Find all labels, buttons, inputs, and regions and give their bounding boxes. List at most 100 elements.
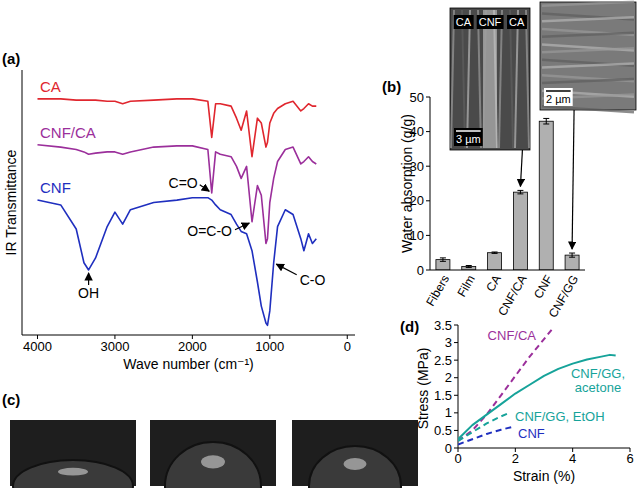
axis-title: IR Transmittance	[3, 149, 19, 255]
axis-title: Water absorption (g/g)	[399, 114, 415, 253]
error-line	[520, 190, 521, 193]
panel-d: (d)024600.511.522.533.5Strain (%)Stress …	[400, 318, 634, 485]
tick-label: 1000	[255, 339, 284, 354]
bar	[565, 255, 579, 270]
error-cap	[466, 267, 472, 268]
series-line	[37, 198, 316, 326]
tick	[426, 166, 430, 167]
inset-label: CA	[509, 16, 525, 28]
tick-label: 1	[445, 405, 452, 420]
plot-lines	[37, 99, 316, 325]
y-axis	[22, 70, 23, 335]
x-axis	[458, 448, 630, 449]
sem-texture	[542, 106, 634, 112]
inset-label: CA	[456, 16, 472, 28]
tick-label: 0	[454, 451, 461, 466]
inset-pointer	[572, 110, 574, 249]
sem-texture	[542, 33, 634, 37]
sem-texture	[542, 2, 634, 6]
error-bar	[440, 258, 446, 261]
tick-label: 4000	[23, 339, 52, 354]
tick	[454, 448, 458, 449]
photo	[292, 420, 418, 488]
error-cap	[569, 257, 575, 258]
droplet	[13, 460, 133, 488]
panel-a: (a)40003000200010000Wave number (cm⁻¹)IR…	[2, 50, 355, 372]
bar	[513, 192, 527, 270]
annotation-arrow	[200, 185, 210, 191]
sem-texture	[462, 10, 465, 148]
annotation: O=C-O	[187, 223, 232, 239]
error-cap	[492, 252, 498, 253]
error-cap	[492, 253, 498, 254]
sem-texture	[499, 10, 502, 148]
x-axis	[430, 270, 585, 271]
annotation: C=O	[169, 175, 198, 191]
error-bar	[543, 118, 549, 124]
tick	[426, 131, 430, 132]
bar	[488, 253, 502, 270]
error-cap	[517, 190, 523, 191]
scale-bar-label: 2 µm	[546, 93, 571, 105]
scale-bar	[546, 90, 571, 92]
droplet-highlight	[58, 468, 88, 476]
panel-letter: (a)	[2, 50, 20, 67]
series-label: CA	[40, 78, 61, 95]
category-label: Fibers	[423, 273, 452, 309]
annotation: C-O	[300, 272, 326, 288]
tick-label: 2	[445, 370, 452, 385]
tick-label: 50	[410, 90, 424, 105]
panel-letter: (b)	[382, 78, 401, 95]
axis-title: Stress (MPa)	[415, 348, 431, 430]
panel-letter: (d)	[400, 318, 419, 335]
droplet-highlight	[201, 455, 225, 468]
tick	[426, 97, 430, 98]
panel-c: (c)	[2, 391, 418, 488]
category-label: Film	[455, 273, 478, 300]
x-axis	[22, 335, 355, 336]
label-line: acetone	[575, 380, 621, 395]
error-bar	[569, 253, 575, 257]
tick-label: 1.5	[434, 388, 452, 403]
tick-label: 6	[626, 451, 633, 466]
sem-image	[450, 8, 530, 150]
axis-title: Strain (%)	[513, 468, 575, 484]
category-label: CNF	[531, 273, 555, 301]
error-bar	[466, 266, 472, 268]
annotation-arrow	[235, 223, 249, 230]
photo	[150, 420, 276, 488]
error-line	[546, 118, 547, 124]
droplet	[165, 442, 261, 488]
sem-texture	[542, 48, 634, 52]
tick	[454, 325, 458, 326]
panel-b: (b)01020304050FibersFilmCACNF/CACNFCNF/G…	[382, 2, 636, 320]
tick-label: 2	[512, 451, 519, 466]
tick-label: 3000	[100, 339, 129, 354]
tick-label: 3.5	[434, 318, 452, 333]
error-cap	[440, 261, 446, 262]
scale-bar-label: 3 µm	[456, 133, 481, 145]
photo	[10, 420, 136, 488]
label-ground	[477, 15, 504, 29]
error-cap	[466, 265, 472, 266]
sem-texture	[451, 10, 454, 148]
inset-label: CNF	[479, 16, 502, 28]
sem-texture	[542, 79, 634, 83]
tick	[454, 342, 458, 343]
label-ground	[507, 15, 527, 29]
tick	[454, 412, 458, 413]
tick-label: 3	[445, 335, 452, 350]
error-cap	[543, 118, 549, 119]
series-label: CNF/CA	[40, 124, 96, 141]
error-cap	[517, 193, 523, 194]
tick-label: 0	[344, 339, 351, 354]
droplet	[309, 446, 401, 488]
series-line	[37, 99, 316, 157]
tick	[426, 270, 430, 271]
sem-texture	[483, 10, 497, 148]
bar	[539, 121, 553, 270]
sem-texture	[467, 10, 470, 148]
category-label: CA	[483, 273, 503, 294]
category-label: CNF/GG	[546, 273, 581, 320]
error-line	[442, 258, 443, 261]
